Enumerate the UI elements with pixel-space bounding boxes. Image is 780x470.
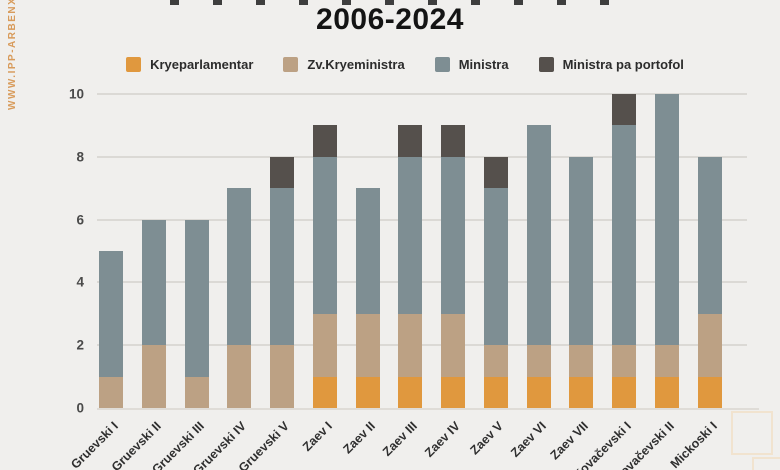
bar-segment-zv-kryeministra (483, 345, 508, 377)
bar-segment-ministra (398, 156, 423, 314)
bar-segment-kryeparlamentar (655, 376, 679, 408)
bar-mickoski-i (697, 94, 722, 408)
bar-segment-zv-kryeministra (526, 345, 551, 377)
bar-gruevski-iii (184, 94, 209, 408)
y-tick-label: 6 (76, 212, 84, 228)
bar-segment-ministra (99, 251, 123, 377)
bar-segment-ministra (441, 156, 466, 314)
x-axis-line (97, 408, 759, 410)
bar-segment-zv-kryeministra (184, 376, 209, 408)
bar-segment-zv-kryeministra (612, 345, 637, 377)
legend-label: Ministra (458, 57, 509, 72)
bar-segment-ministra-pa-portofol (483, 156, 508, 189)
bar-kovačevski-i (612, 94, 637, 408)
bar-segment-ministra (141, 219, 166, 346)
bar-zaev-vii (569, 94, 594, 408)
bar-segment-zv-kryeministra (441, 313, 466, 377)
legend-swatch (126, 57, 142, 72)
bar-segment-ministra (184, 219, 209, 377)
bar-segment-kryeparlamentar (355, 376, 380, 408)
bar-zaev-vi (526, 94, 551, 408)
corner-watermark-frame (731, 411, 773, 455)
bar-segment-ministra-pa-portofol (398, 125, 423, 157)
bar-segment-zv-kryeministra (99, 376, 123, 408)
bar-segment-ministra (655, 94, 679, 346)
bar-segment-zv-kryeministra (569, 345, 594, 377)
legend-item-3: Ministra (434, 57, 509, 72)
bar-segment-zv-kryeministra (270, 345, 295, 408)
bar-segment-kryeparlamentar (483, 376, 508, 408)
bar-gruevski-ii (141, 94, 166, 408)
bar-segment-ministra-pa-portofol (441, 125, 466, 157)
legend-label: Ministra pa portofol (562, 57, 684, 72)
x-axis-label: Gruevski I (68, 419, 121, 470)
bar-segment-kryeparlamentar (612, 376, 637, 408)
chart-title: 2006-2024 (316, 3, 464, 36)
bar-segment-zv-kryeministra (227, 345, 252, 408)
bar-segment-zv-kryeministra (141, 345, 166, 408)
bar-gruevski-i (99, 94, 123, 408)
legend-label: Zv.Kryeministra (307, 57, 405, 72)
bar-segment-kryeparlamentar (697, 376, 722, 408)
bar-segment-kryeparlamentar (526, 376, 551, 408)
legend-item-1: Kryeparlamentar (126, 57, 253, 72)
gridline-10 (97, 93, 747, 95)
bar-segment-zv-kryeministra (697, 313, 722, 377)
legend-swatch (283, 57, 299, 72)
y-tick-label: 0 (76, 400, 84, 416)
bar-zaev-iv (441, 94, 466, 408)
bar-segment-zv-kryeministra (655, 345, 679, 377)
bar-gruevski-v (270, 94, 295, 408)
legend-label: Kryeparlamentar (150, 57, 254, 72)
y-tick-label: 4 (76, 274, 84, 290)
bar-zaev-ii (355, 94, 380, 408)
bar-segment-ministra (569, 156, 594, 346)
legend-swatch (434, 57, 450, 72)
bar-segment-ministra (697, 156, 722, 314)
bar-segment-ministra (270, 188, 295, 346)
bar-gruevski-iv (227, 94, 252, 408)
bar-segment-ministra (355, 188, 380, 314)
legend-item-4: Ministra pa portofol (538, 57, 684, 72)
bar-zaev-v (483, 94, 508, 408)
plot-area (97, 93, 759, 410)
legend-item-2: Zv.Kryeministra (283, 57, 405, 72)
bar-zaev-i (312, 94, 337, 408)
bar-segment-ministra (526, 125, 551, 346)
bar-segment-zv-kryeministra (312, 313, 337, 377)
clipped-title-line (170, 0, 640, 5)
bar-segment-ministra (227, 188, 252, 346)
bar-segment-zv-kryeministra (398, 313, 423, 377)
bar-segment-kryeparlamentar (441, 376, 466, 408)
bar-segment-ministra (612, 125, 637, 346)
bar-segment-ministra-pa-portofol (612, 94, 637, 126)
bar-segment-ministra-pa-portofol (312, 125, 337, 157)
y-tick-label: 8 (76, 149, 84, 165)
x-axis-labels: Gruevski I Gruevski II Gruevski III Gruevsk… (68, 412, 759, 470)
y-tick-label: 2 (76, 337, 84, 353)
bar-segment-ministra-pa-portofol (270, 156, 295, 189)
legend: Kryeparlamentar Zv.Kryeministra Ministra Mi… (30, 57, 780, 72)
legend-swatch (538, 57, 554, 72)
bar-zaev-iii (398, 94, 423, 408)
bar-kovačevski-ii (655, 94, 679, 408)
bar-segment-ministra (312, 156, 337, 314)
bar-segment-zv-kryeministra (355, 313, 380, 377)
corner-watermark-frame-small (752, 457, 780, 470)
y-tick-label: 10 (68, 86, 84, 102)
y-axis: 0 2 4 6 8 10 (52, 87, 88, 416)
bar-segment-kryeparlamentar (312, 376, 337, 408)
bar-segment-kryeparlamentar (398, 376, 423, 408)
bar-segment-kryeparlamentar (569, 376, 594, 408)
bar-segment-ministra (483, 188, 508, 346)
